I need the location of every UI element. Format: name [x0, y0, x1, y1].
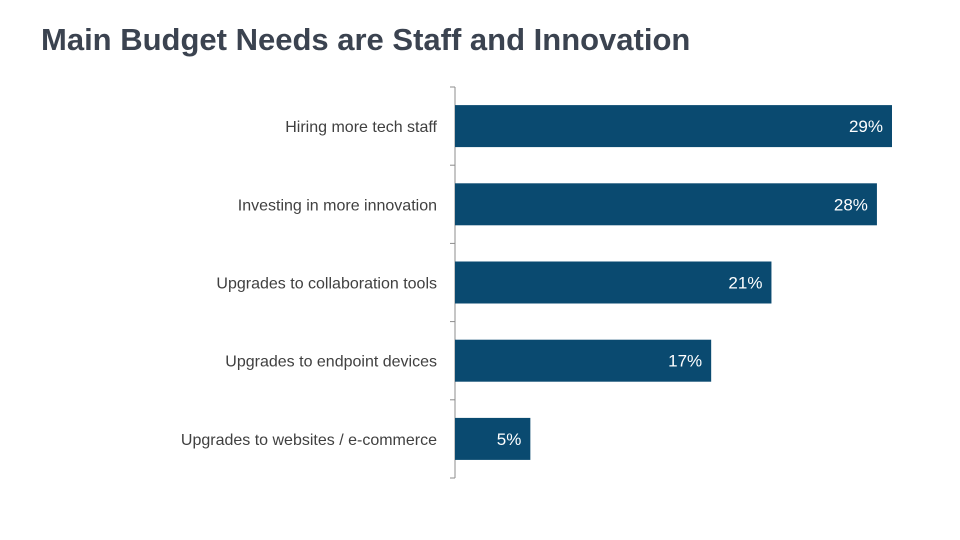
category-labels: Hiring more tech staff Investing in more …: [181, 119, 438, 449]
data-label: 29%: [849, 117, 883, 136]
data-label: 5%: [497, 430, 522, 449]
bar: [455, 417, 531, 460]
data-label: 21%: [728, 274, 762, 293]
category-label: Hiring more tech staff: [285, 119, 437, 136]
chart-title: Main Budget Needs are Staff and Innovati…: [41, 22, 691, 57]
bar: [455, 261, 772, 304]
bar: [455, 183, 877, 226]
bar: [455, 105, 892, 148]
y-axis: [450, 86, 456, 479]
bar: [455, 339, 712, 382]
data-label: 17%: [668, 352, 702, 371]
category-label: Upgrades to websites / e-commerce: [181, 432, 437, 449]
category-label: Investing in more innovation: [238, 197, 437, 214]
data-label: 28%: [834, 195, 868, 214]
category-label: Upgrades to endpoint devices: [225, 354, 437, 371]
bar-series: 29% 28% 21% 17% 5%: [455, 105, 892, 460]
category-label: Upgrades to collaboration tools: [216, 276, 437, 293]
